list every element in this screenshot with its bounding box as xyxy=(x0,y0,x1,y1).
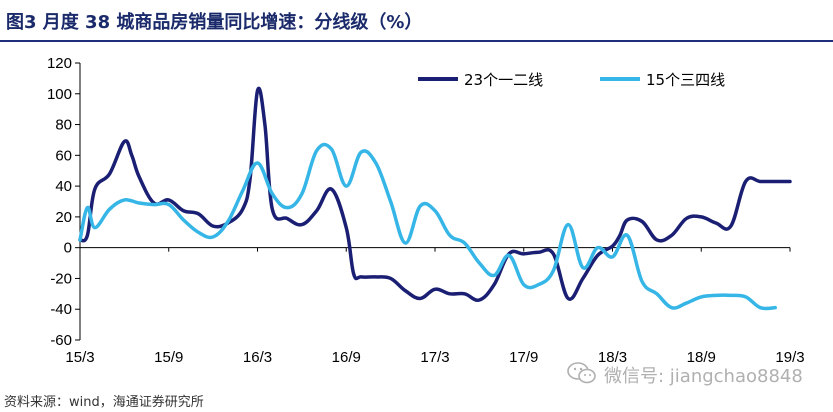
x-tick-label: 18/3 xyxy=(598,349,627,366)
chart-title: 图3 月度 38 城商品房销量同比增速：分线级（%） xyxy=(6,12,423,33)
chart-series xyxy=(78,86,792,311)
y-tick-label: -20 xyxy=(50,270,72,287)
series-line-2 xyxy=(78,142,777,311)
legend-label-2: 15个三四线 xyxy=(646,71,725,89)
watermark-text: 微信号: jiangchao8848 xyxy=(604,366,803,387)
y-tick-label: -40 xyxy=(50,301,72,318)
wechat-icon xyxy=(567,362,596,384)
x-tick-label: 15/3 xyxy=(65,349,94,366)
x-tick-label: 16/9 xyxy=(332,349,361,366)
x-tick-label: 15/9 xyxy=(154,349,183,366)
legend-label-1: 23个一二线 xyxy=(464,71,543,89)
y-tick-label: 80 xyxy=(55,117,72,134)
x-tick-label: 18/9 xyxy=(687,349,716,366)
chart-axes: -60 -40 -20 0 20 40 60 80 100 120 15/3 15/9 16/3 16/9… xyxy=(47,55,805,366)
y-tick-label: 0 xyxy=(64,240,72,257)
y-tick-label: -60 xyxy=(50,332,72,349)
chart-legend: 23个一二线 15个三四线 xyxy=(418,71,725,89)
x-tick-label: 19/3 xyxy=(775,349,804,366)
source-note: 资料来源：wind，海通证券研究所 xyxy=(4,395,204,410)
series-line-1 xyxy=(78,86,792,302)
y-tick-label: 20 xyxy=(55,209,72,226)
x-tick-label: 17/9 xyxy=(509,349,538,366)
y-tick-label: 100 xyxy=(47,86,72,103)
title-bar: 图3 月度 38 城商品房销量同比增速：分线级（%） xyxy=(0,0,833,42)
y-tick-label: 120 xyxy=(47,55,72,72)
y-tick-label: 40 xyxy=(55,178,72,195)
x-tick-label: 17/3 xyxy=(420,349,449,366)
x-tick-label: 16/3 xyxy=(243,349,272,366)
y-tick-label: 60 xyxy=(55,147,72,164)
